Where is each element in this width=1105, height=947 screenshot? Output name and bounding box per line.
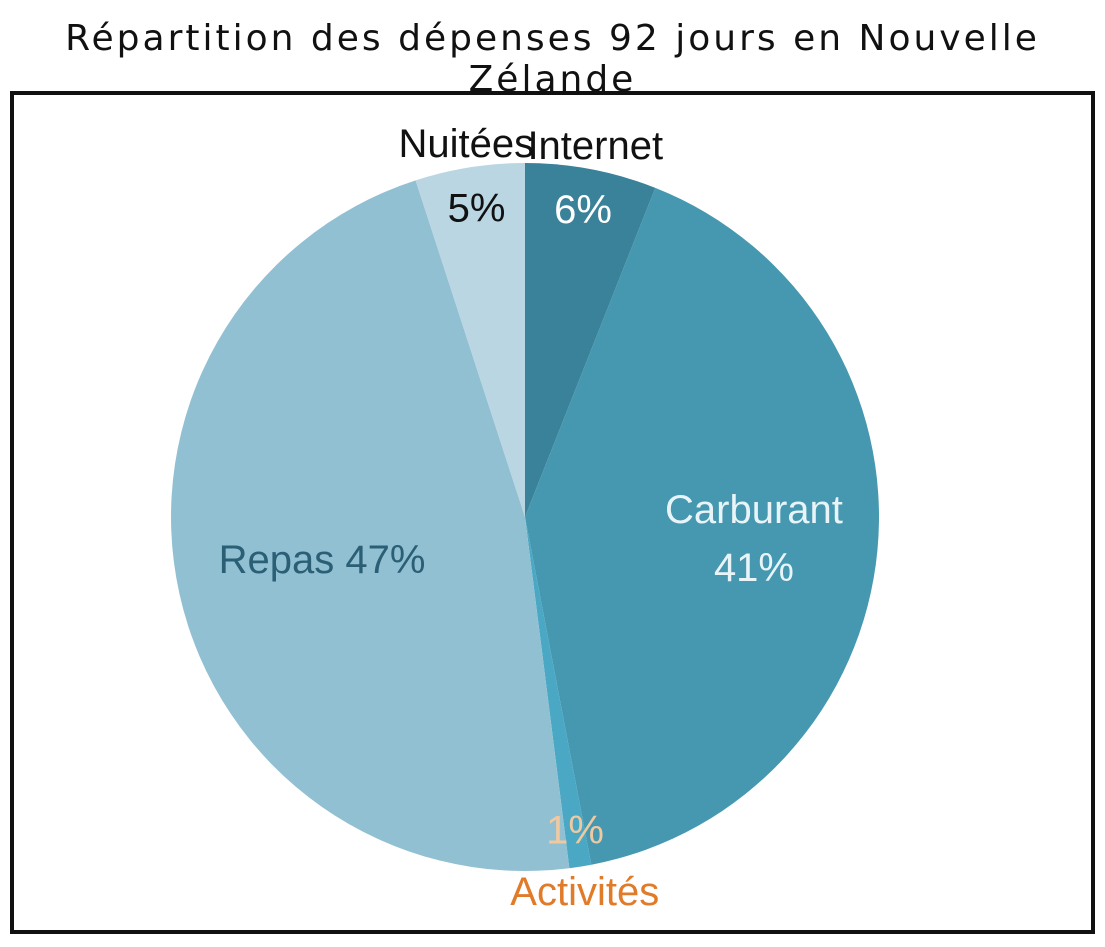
slice-name-carburant: Carburant xyxy=(665,488,843,532)
slice-name-nuitees: Nuitées xyxy=(399,122,535,166)
pie-labels: Internet 6% Carburant 41% Activités 1% Repas 4… xyxy=(219,122,843,914)
slice-value-activites: 1% xyxy=(546,809,604,853)
pie-slice-internet xyxy=(525,163,656,517)
slice-value-internet: 6% xyxy=(554,188,612,232)
pie-slices xyxy=(171,163,880,871)
chart-frame: Internet 6% Carburant 41% Activités 1% Repas 4… xyxy=(10,91,1095,934)
pie-slice-activites xyxy=(525,517,592,869)
slice-value-nuitees: 5% xyxy=(448,186,506,230)
chart-title: Répartition des dépenses 92 jours en Nou… xyxy=(65,18,1040,100)
pie-chart: Internet 6% Carburant 41% Activités 1% Repas 4… xyxy=(171,122,880,914)
slice-name-internet: Internet xyxy=(527,124,663,168)
slice-name-activites: Activités xyxy=(510,870,659,914)
slice-value-carburant: 41% xyxy=(714,546,794,590)
pie-slice-nuitees xyxy=(415,163,525,517)
slice-label-repas: Repas 47% xyxy=(219,538,426,582)
pie-slice-carburant xyxy=(525,187,880,865)
pie-slice-repas xyxy=(171,180,570,871)
